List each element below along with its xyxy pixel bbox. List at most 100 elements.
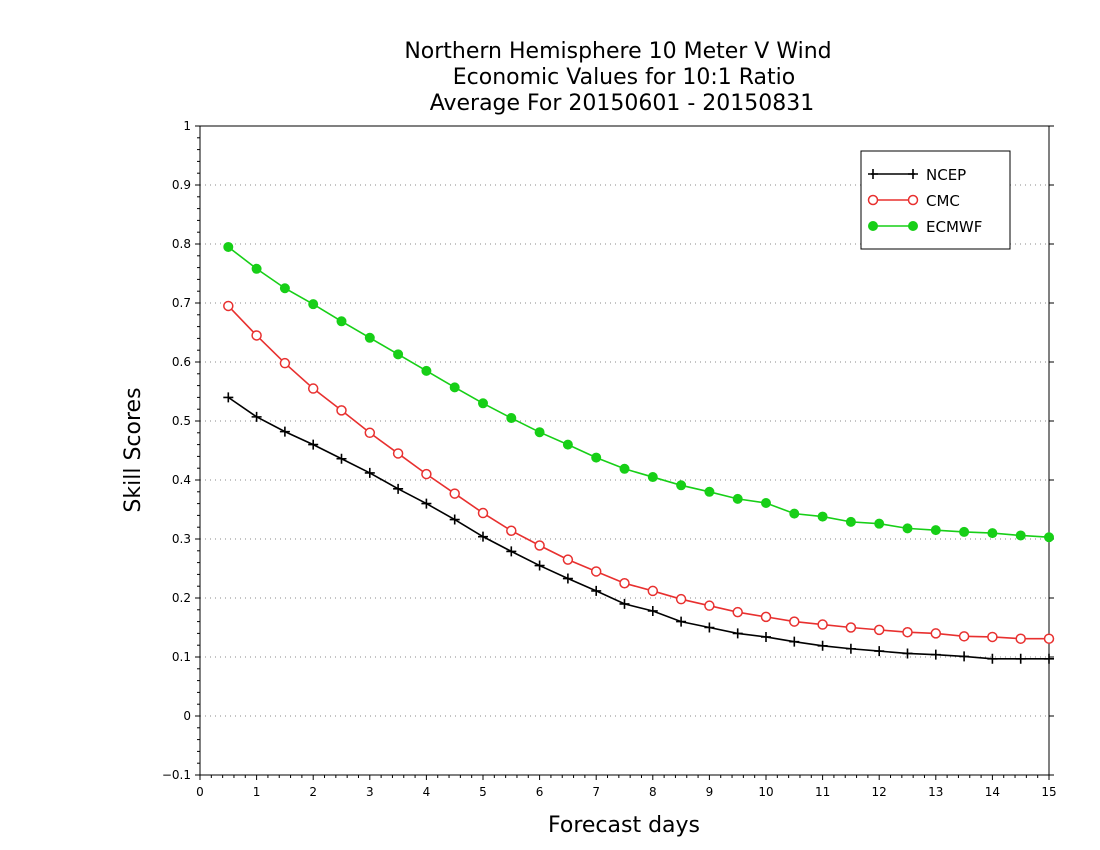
legend-marker-cmc (907, 194, 919, 206)
x-tick-label: 8 (649, 785, 657, 799)
data-point-ncep (1015, 653, 1026, 664)
series-ncep (223, 392, 1054, 664)
data-point-ncep (789, 636, 800, 647)
data-point-ecmwf (874, 518, 885, 529)
data-point-ncep (478, 531, 488, 542)
data-point-ecmwf (421, 365, 432, 376)
data-point-ecmwf (732, 493, 743, 504)
x-tick-label: 15 (1041, 785, 1056, 799)
y-axis-label: Skill Scores (121, 387, 146, 512)
data-point-ncep (845, 643, 856, 654)
data-point-ecmwf (591, 452, 602, 463)
data-point-ecmwf (1015, 530, 1026, 541)
data-point-cmc (534, 540, 545, 551)
data-point-ecmwf (478, 398, 488, 409)
data-point-cmc (675, 593, 687, 605)
legend-marker-ncep (868, 169, 878, 179)
data-point-ecmwf (364, 332, 375, 343)
data-point-cmc (619, 578, 630, 589)
y-tick-label: −0.1 (162, 768, 191, 782)
x-tick-label: 6 (536, 785, 544, 799)
data-point-ncep (393, 483, 404, 494)
data-point-ecmwf (534, 427, 545, 438)
series-line-ncep (227, 396, 1049, 660)
y-tick-label: 0.5 (172, 414, 191, 428)
data-point-ncep (562, 573, 573, 584)
legend-item-cmc: CMC (867, 192, 960, 210)
legend-marker-cmc (867, 194, 879, 206)
data-point-ecmwf (676, 480, 687, 491)
x-tick-label: 3 (366, 785, 374, 799)
data-point-ecmwf (506, 413, 517, 424)
title-line-3: Average For 20150601 - 20150831 (430, 91, 815, 116)
data-point-ncep (223, 392, 234, 403)
data-point-cmc (449, 488, 460, 499)
data-point-ncep (251, 411, 262, 422)
legend-item-ecmwf: ECMWF (868, 218, 982, 236)
data-point-ecmwf (449, 382, 460, 393)
data-point-ecmwf (279, 283, 290, 294)
y-tick-label: 0.3 (172, 532, 191, 546)
data-point-cmc (1043, 633, 1055, 644)
data-point-cmc (987, 631, 998, 643)
data-point-ncep (761, 631, 771, 642)
data-point-ncep (449, 514, 460, 525)
data-point-cmc (873, 624, 885, 636)
series-ecmwf (223, 241, 1054, 543)
legend-label-ncep: NCEP (926, 166, 966, 184)
data-point-ecmwf (562, 439, 573, 450)
data-point-ecmwf (308, 299, 319, 310)
data-point-ncep (704, 622, 715, 633)
data-point-cmc (789, 616, 800, 627)
data-point-ncep (336, 453, 347, 464)
x-tick-label: 0 (196, 785, 204, 799)
y-tick-label: 0.9 (172, 178, 191, 192)
plot-frame (199, 125, 1050, 776)
data-point-cmc (477, 507, 489, 519)
data-point-cmc (251, 330, 262, 341)
data-point-ecmwf (393, 349, 404, 360)
legend-label-cmc: CMC (926, 192, 960, 210)
data-point-ncep (930, 649, 941, 660)
data-point-cmc (307, 383, 319, 394)
y-tick-label: 0.7 (172, 296, 191, 310)
x-tick-label: 9 (706, 785, 714, 799)
chart-title: Northern Hemisphere 10 Meter V Wind Econ… (404, 39, 831, 116)
data-point-ecmwf (789, 508, 800, 519)
data-point-cmc (421, 468, 432, 480)
data-point-ncep (676, 616, 687, 627)
data-point-cmc (279, 357, 291, 369)
data-point-ncep (534, 560, 545, 571)
data-point-ncep (874, 646, 885, 657)
x-tick-label: 13 (928, 785, 943, 799)
data-point-cmc (590, 566, 602, 577)
series-lines (223, 241, 1055, 664)
data-point-ecmwf (987, 528, 998, 539)
data-point-ncep (279, 426, 290, 437)
series-line-ecmwf (227, 246, 1050, 539)
data-point-ncep (421, 498, 432, 509)
data-point-ncep (987, 653, 998, 664)
data-point-ncep (647, 605, 658, 616)
x-tick-label: 14 (985, 785, 1000, 799)
x-tick-label: 11 (815, 785, 830, 799)
y-tick-label: 0.6 (172, 355, 191, 369)
data-point-ncep (959, 651, 970, 662)
axis-ticks: −0.100.10.20.30.40.50.60.70.80.910 1 2 3 4 5 6… (162, 119, 1057, 799)
data-point-ncep (817, 640, 828, 651)
x-tick-label: 12 (872, 785, 887, 799)
data-point-ecmwf (959, 526, 970, 537)
x-tick-label: 1 (253, 785, 261, 799)
data-point-cmc (958, 631, 970, 642)
data-point-ncep (619, 598, 630, 609)
data-point-ecmwf (902, 523, 913, 534)
grid-lines (200, 184, 1049, 717)
data-point-ncep (1044, 653, 1054, 664)
data-point-ecmwf (845, 516, 856, 527)
y-tick-label: 0.2 (172, 591, 191, 605)
series-cmc (223, 300, 1055, 644)
data-point-cmc (562, 554, 574, 565)
data-point-ecmwf (704, 486, 715, 497)
data-point-cmc (506, 525, 517, 536)
data-point-cmc (732, 606, 743, 618)
